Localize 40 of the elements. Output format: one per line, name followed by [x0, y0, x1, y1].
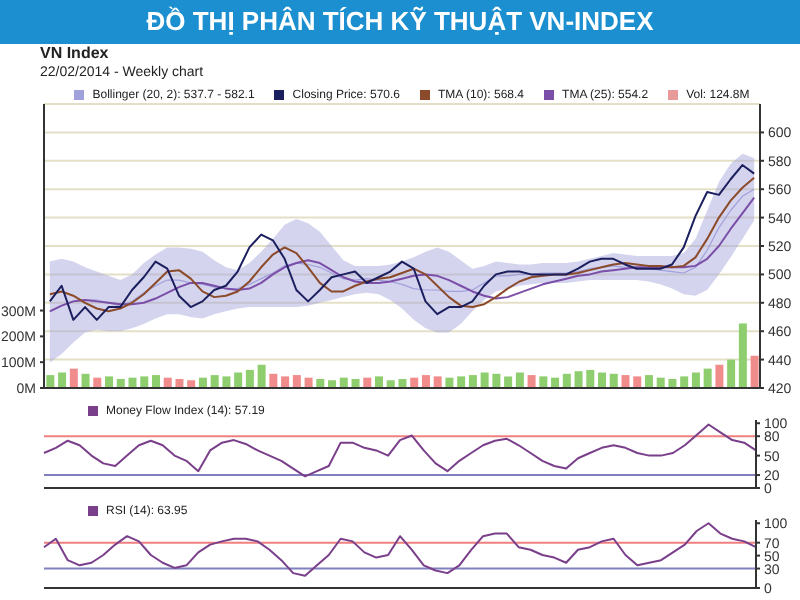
bar — [504, 376, 513, 388]
bar — [691, 372, 700, 388]
bar — [375, 376, 383, 388]
bar — [234, 372, 243, 388]
bar — [468, 375, 477, 388]
bar — [539, 376, 548, 388]
bar — [609, 373, 618, 388]
chart-title: ĐỒ THỊ PHÂN TÍCH KỸ THUẬT VN-INDEX — [0, 0, 800, 44]
bar — [257, 364, 266, 388]
bar — [105, 376, 114, 388]
bar — [598, 372, 607, 388]
bar — [527, 375, 536, 388]
bar — [515, 372, 524, 388]
bar — [703, 368, 712, 388]
bar — [433, 376, 442, 388]
bar — [727, 359, 736, 388]
line-series — [43, 522, 757, 577]
bar — [457, 376, 466, 388]
bar — [562, 373, 571, 388]
bar — [187, 380, 196, 388]
bar — [281, 376, 290, 388]
bar — [738, 323, 747, 388]
bar — [81, 373, 90, 388]
line-series — [43, 423, 757, 478]
bar — [328, 380, 337, 388]
bar — [292, 375, 301, 388]
chart-subtitle: VN Index — [40, 44, 111, 64]
bar — [633, 376, 642, 388]
bar — [46, 375, 55, 388]
bar — [680, 376, 689, 388]
bar — [151, 375, 160, 388]
bar — [644, 375, 653, 388]
bar — [715, 364, 724, 388]
bar — [245, 369, 254, 388]
bar — [269, 373, 278, 388]
bar — [58, 372, 67, 388]
bar — [750, 355, 759, 388]
bar — [421, 375, 430, 388]
bar — [69, 368, 78, 388]
bar — [621, 375, 630, 388]
